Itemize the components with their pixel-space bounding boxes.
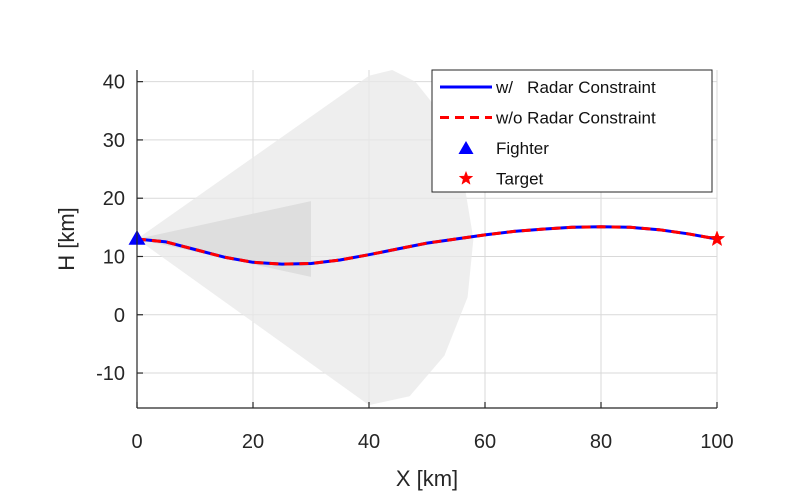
radar-coverage [137, 70, 474, 406]
y-tick-label: 0 [114, 305, 125, 327]
legend-box [431, 69, 713, 193]
series-line-1 [136, 225, 718, 266]
y-tick-label: -10 [96, 363, 125, 385]
y-axis-label: H [km] [54, 207, 79, 271]
x-tick-label: 40 [358, 431, 380, 453]
legend-target-icon [458, 170, 474, 185]
target-marker [708, 230, 726, 247]
legend-label-1: w/o Radar Constraint [495, 109, 656, 128]
series-layer [128, 225, 726, 266]
legend-label-3: Target [496, 170, 544, 189]
legend-label-0: w/ Radar Constraint [495, 78, 656, 97]
axes [136, 70, 718, 409]
x-tick-label: 60 [474, 431, 496, 453]
x-axis-label: X [km] [396, 466, 458, 491]
legend: w/ Radar Constraint w/o Radar Constraint F… [431, 69, 713, 193]
x-tick-label: 0 [131, 431, 142, 453]
y-tick-label: 20 [103, 188, 125, 210]
y-tick-label: 40 [103, 72, 125, 94]
y-tick-label: 30 [103, 130, 125, 152]
tick-labels: 0 20 40 60 80 100 -10 0 10 20 30 40 [96, 72, 734, 453]
x-tick-label: 100 [700, 431, 733, 453]
y-tick-label: 10 [103, 246, 125, 268]
x-tick-label: 20 [242, 431, 264, 453]
legend-label-2: Fighter [496, 139, 549, 158]
x-tick-label: 80 [590, 431, 612, 453]
legend-fighter-icon [458, 140, 474, 155]
radar-cone-inner [137, 201, 311, 277]
